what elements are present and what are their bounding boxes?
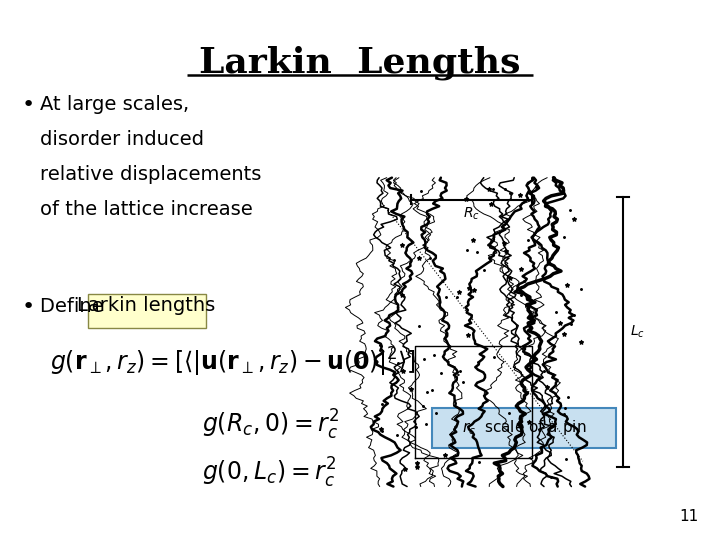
Text: $R_c$: $R_c$ <box>463 205 480 221</box>
Point <box>478 265 490 274</box>
Point <box>389 255 400 264</box>
Point <box>460 195 472 204</box>
Point <box>439 450 451 459</box>
Point <box>483 185 495 193</box>
Point <box>523 417 535 426</box>
Point <box>575 338 587 347</box>
Point <box>558 410 570 418</box>
Text: $g(R_c,0) = r_c^2$: $g(R_c,0) = r_c^2$ <box>202 408 339 442</box>
Point <box>377 427 388 435</box>
Point <box>392 359 404 367</box>
Point <box>545 472 557 481</box>
Point <box>405 384 417 393</box>
Point <box>487 185 498 193</box>
Text: Define: Define <box>40 297 109 316</box>
Text: Larkin lengths: Larkin lengths <box>78 296 216 315</box>
Point <box>515 291 526 300</box>
Point <box>420 420 432 428</box>
Point <box>428 350 439 359</box>
Point <box>498 239 509 248</box>
Point <box>451 293 463 301</box>
Point <box>550 308 562 316</box>
Point <box>391 430 402 439</box>
Text: •: • <box>22 297 35 317</box>
Point <box>522 236 534 245</box>
Point <box>538 367 549 375</box>
Point <box>562 393 573 401</box>
Text: $g(\mathbf{r}_{\perp},r_z) = [\langle|\mathbf{u}(\mathbf{r}_{\perp},r_z) - \math: $g(\mathbf{r}_{\perp},r_z) = [\langle|\m… <box>50 346 416 379</box>
Point <box>430 409 441 417</box>
Bar <box>432 408 616 448</box>
Point <box>412 459 423 468</box>
Point <box>559 404 570 413</box>
Text: disorder induced: disorder induced <box>40 130 204 148</box>
Point <box>426 386 437 394</box>
Point <box>435 368 446 377</box>
Point <box>499 185 510 193</box>
Point <box>541 382 552 391</box>
Point <box>562 281 573 290</box>
Point <box>374 346 386 355</box>
Point <box>485 200 497 208</box>
Text: $r_c$  scale of a pin: $r_c$ scale of a pin <box>462 418 586 437</box>
Point <box>515 265 526 273</box>
Point <box>471 247 482 256</box>
Point <box>575 285 587 293</box>
Point <box>489 353 500 361</box>
Text: 11: 11 <box>679 509 698 524</box>
Point <box>374 341 386 349</box>
Point <box>397 240 408 249</box>
Point <box>518 276 530 285</box>
Text: relative displacements: relative displacements <box>40 165 261 184</box>
Text: At large scales,: At large scales, <box>40 94 189 113</box>
Point <box>473 458 485 467</box>
Point <box>413 322 425 330</box>
Point <box>467 235 479 244</box>
Point <box>514 191 526 199</box>
Text: of the lattice increase: of the lattice increase <box>40 200 252 219</box>
Point <box>565 320 577 328</box>
Point <box>462 330 474 339</box>
Point <box>564 206 576 215</box>
Point <box>424 254 436 262</box>
Point <box>410 422 422 431</box>
Point <box>440 293 451 301</box>
Point <box>454 367 466 375</box>
Point <box>457 377 469 386</box>
Point <box>376 400 387 409</box>
Point <box>503 409 515 417</box>
Point <box>400 464 411 473</box>
Point <box>397 291 408 299</box>
Point <box>421 388 433 397</box>
Text: $L_c$: $L_c$ <box>630 324 645 340</box>
Point <box>468 286 480 294</box>
Text: •: • <box>22 94 35 114</box>
Point <box>504 189 516 198</box>
Point <box>463 284 474 293</box>
Point <box>500 247 512 256</box>
Point <box>504 274 516 282</box>
Point <box>418 355 429 363</box>
Point <box>397 367 408 376</box>
Point <box>417 402 428 411</box>
Point <box>568 310 580 319</box>
Point <box>453 288 464 296</box>
Point <box>559 232 570 241</box>
Text: $g(0,L_c) = r_c^2$: $g(0,L_c) = r_c^2$ <box>202 456 336 490</box>
Point <box>568 214 580 223</box>
Bar <box>88 294 206 328</box>
Point <box>413 253 425 262</box>
Point <box>561 455 572 463</box>
Point <box>415 186 426 195</box>
Point <box>554 319 566 327</box>
Point <box>526 322 537 331</box>
Point <box>376 424 387 433</box>
Point <box>411 463 423 471</box>
Point <box>472 357 483 366</box>
Point <box>559 329 570 338</box>
Point <box>530 183 541 191</box>
Point <box>462 245 473 254</box>
Text: Larkin  Lengths: Larkin Lengths <box>199 46 521 80</box>
